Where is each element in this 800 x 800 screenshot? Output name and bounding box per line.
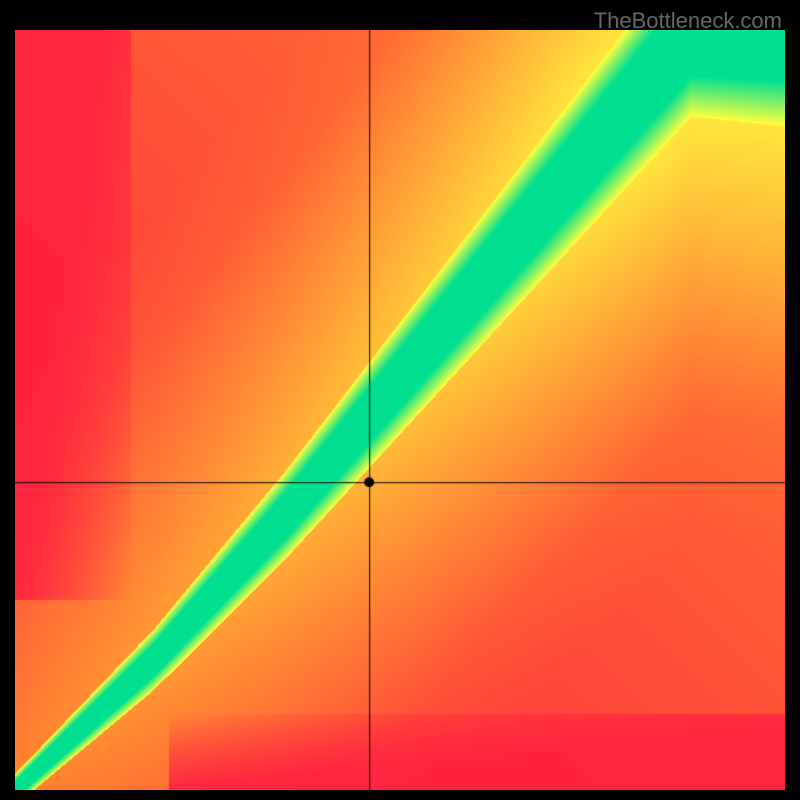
watermark-text: TheBottleneck.com xyxy=(594,8,782,34)
bottleneck-heatmap xyxy=(15,30,785,790)
